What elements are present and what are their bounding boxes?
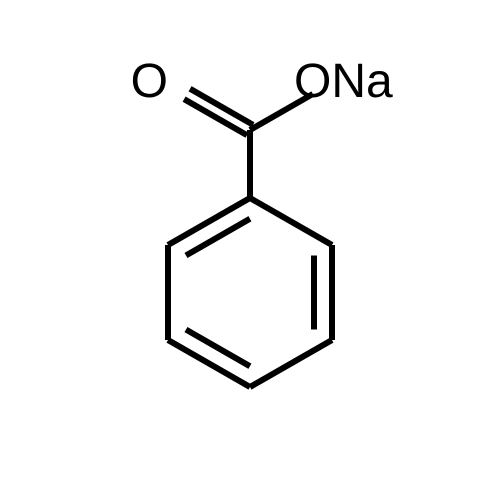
atom-label-O1: O bbox=[131, 55, 168, 108]
molecule-diagram: O ONa bbox=[0, 0, 500, 500]
bond-line bbox=[168, 198, 250, 245]
bond-line bbox=[250, 340, 332, 387]
bond-line bbox=[168, 340, 250, 387]
bond-line bbox=[250, 198, 332, 245]
bond-line bbox=[186, 330, 250, 367]
atom-label-O2: ONa bbox=[294, 55, 393, 108]
bond-line bbox=[186, 219, 250, 256]
